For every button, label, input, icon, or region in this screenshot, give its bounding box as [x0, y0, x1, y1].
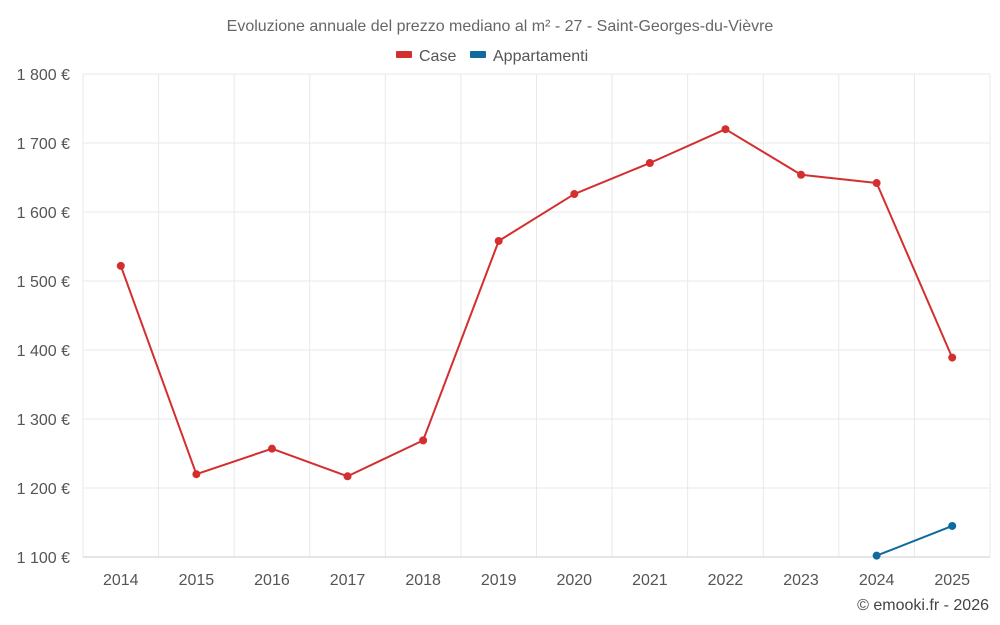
- data-point-case: [192, 470, 201, 479]
- y-tick-label: 1 100 €: [17, 550, 70, 567]
- chart-title: Evoluzione annuale del prezzo mediano al…: [227, 18, 774, 35]
- series-case: [116, 125, 957, 481]
- data-point-case: [570, 190, 579, 199]
- x-tick-label: 2019: [481, 572, 517, 589]
- grid-layer: [82, 73, 991, 557]
- series-layer: [116, 125, 957, 560]
- series-line-case: [119, 128, 954, 478]
- legend-swatch-case: [396, 51, 412, 58]
- data-point-case: [343, 472, 352, 481]
- y-tick-label: 1 700 €: [17, 136, 70, 153]
- x-tick-label: 2015: [179, 572, 215, 589]
- y-tick-label: 1 600 €: [17, 205, 70, 222]
- y-tick-label: 1 400 €: [17, 343, 70, 360]
- x-tick-label: 2021: [632, 572, 668, 589]
- data-point-case: [494, 236, 503, 245]
- data-point-case: [645, 159, 654, 168]
- y-tick-label: 1 800 €: [17, 67, 70, 84]
- data-point-appartamenti: [872, 551, 881, 560]
- x-tick-label: 2020: [556, 572, 592, 589]
- x-tick-label: 2023: [783, 572, 819, 589]
- data-point-case: [116, 261, 125, 270]
- x-tick-label: 2017: [330, 572, 366, 589]
- legend-item-appartamenti[interactable]: Appartamenti: [470, 48, 588, 65]
- data-point-appartamenti: [948, 521, 957, 530]
- legend-label-appartamenti: Appartamenti: [493, 48, 588, 65]
- y-tick-label: 1 300 €: [17, 412, 70, 429]
- x-tick-label: 2018: [405, 572, 441, 589]
- data-point-case: [267, 444, 276, 453]
- legend-item-case[interactable]: Case: [396, 48, 456, 65]
- x-tick-label: 2024: [859, 572, 895, 589]
- y-tick-label: 1 200 €: [17, 481, 70, 498]
- x-tick-label: 2022: [708, 572, 744, 589]
- y-tick-label: 1 500 €: [17, 274, 70, 291]
- series-appartamenti: [872, 521, 957, 560]
- data-point-case: [948, 353, 957, 362]
- axis-layer: 1 100 € 1 200 € 1 300 € 1 400 € 1 500 € 1 600…: [17, 67, 990, 589]
- credit-text: © emooki.fr - 2026: [857, 597, 989, 614]
- legend-label-case: Case: [419, 48, 456, 65]
- legend-swatch-appartamenti: [470, 51, 486, 58]
- data-point-case: [797, 170, 806, 179]
- data-point-case: [419, 436, 428, 445]
- data-point-case: [872, 179, 881, 188]
- data-point-case: [721, 125, 730, 134]
- x-tick-label: 2025: [934, 572, 970, 589]
- x-tick-label: 2016: [254, 572, 290, 589]
- series-line-appartamenti: [876, 525, 953, 557]
- x-tick-label: 2014: [103, 572, 139, 589]
- legend[interactable]: Case Appartamenti: [396, 48, 588, 65]
